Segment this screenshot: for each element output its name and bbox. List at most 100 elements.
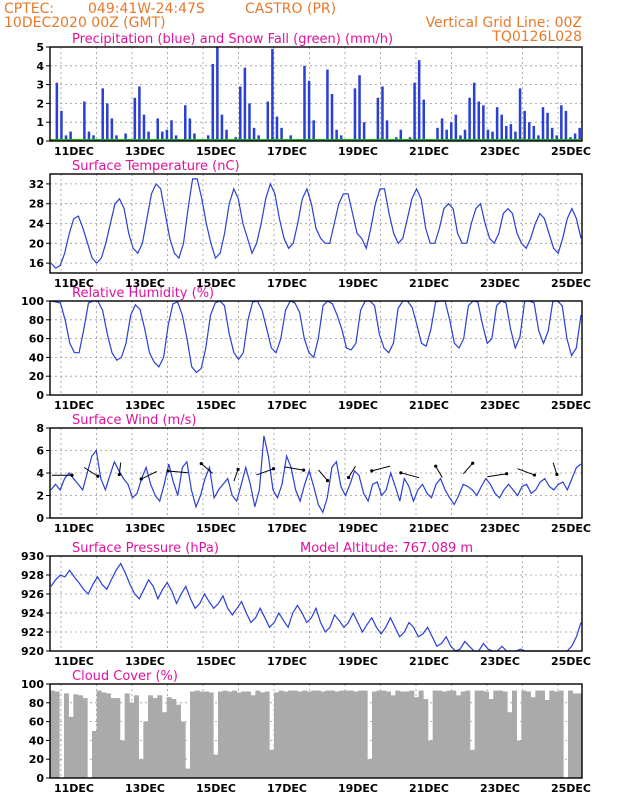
precip-bar bbox=[161, 131, 164, 141]
precip-bar bbox=[248, 103, 251, 141]
precip-bar bbox=[376, 97, 380, 141]
precip-bar bbox=[454, 114, 458, 141]
precip-bar bbox=[275, 116, 279, 141]
cloud-bar bbox=[414, 697, 419, 778]
x-tick-label: 25DEC bbox=[551, 782, 591, 795]
wind-arrow bbox=[141, 471, 157, 480]
cloud-bar bbox=[460, 691, 466, 778]
wind-arrow-head bbox=[346, 475, 351, 480]
wind-arrow-head bbox=[117, 472, 121, 477]
x-tick-label: 23DEC bbox=[480, 522, 520, 535]
wind-arrow-head bbox=[70, 473, 74, 477]
cloud-bar bbox=[199, 691, 205, 778]
precip-bar bbox=[523, 110, 526, 141]
precip-bar bbox=[211, 63, 215, 141]
wind-arrow bbox=[487, 473, 507, 478]
wind-arrow bbox=[318, 469, 328, 481]
cloud-bar bbox=[526, 691, 531, 778]
cloud-bar bbox=[120, 740, 125, 778]
precip-bar bbox=[312, 120, 315, 141]
wind-arrow bbox=[233, 469, 239, 482]
y-tick-label: 1 bbox=[36, 116, 44, 129]
cloud-bar bbox=[115, 698, 121, 778]
panel-frame bbox=[49, 555, 583, 652]
precip-bar bbox=[550, 127, 554, 141]
cloud-bar bbox=[264, 691, 270, 778]
cloud-bar bbox=[540, 690, 545, 778]
wind-arrow bbox=[168, 470, 188, 474]
panels: 0 1 2 3 4 5 11DEC 13DEC 15DEC 17DEC 19DEC 21DEC 23DE… bbox=[21, 32, 591, 795]
cloud-bar bbox=[400, 691, 405, 778]
y-tick-label: 926 bbox=[21, 588, 44, 601]
cloud-bar bbox=[358, 690, 363, 778]
cloud-bar bbox=[367, 759, 373, 778]
precip-bar bbox=[560, 105, 563, 141]
x-tick-label: 21DEC bbox=[409, 399, 449, 412]
cloud-bar bbox=[143, 721, 149, 778]
precip-bar bbox=[417, 60, 421, 141]
precip-bar bbox=[578, 127, 581, 141]
cloud-bar bbox=[437, 690, 443, 778]
precip-bar bbox=[477, 101, 481, 141]
cloud-bar bbox=[297, 691, 303, 778]
x-tick-label: 17DEC bbox=[267, 782, 307, 795]
cloud-bar bbox=[409, 690, 415, 778]
cloud-bar bbox=[64, 693, 69, 778]
precip-bar bbox=[472, 82, 476, 141]
cloud-bar bbox=[442, 691, 447, 778]
cloud-bar bbox=[493, 690, 499, 778]
wind-arrow-head bbox=[325, 478, 330, 483]
cloud-bar bbox=[418, 690, 424, 778]
y-tick-label: 4 bbox=[36, 60, 44, 73]
precip-bar bbox=[436, 127, 439, 141]
cloud-bar bbox=[185, 768, 191, 778]
cloud-bar bbox=[423, 699, 429, 778]
precip-bar bbox=[142, 114, 146, 141]
cloud-bar bbox=[381, 690, 387, 778]
precip-bar bbox=[280, 127, 283, 141]
cloud-bar bbox=[530, 697, 536, 778]
precip-bar bbox=[381, 86, 384, 141]
header-grid-note: Vertical Grid Line: 00Z bbox=[426, 15, 582, 31]
x-tick-label: 17DEC bbox=[267, 277, 307, 290]
wind-arrow bbox=[552, 462, 558, 475]
cloud-bar bbox=[241, 691, 247, 778]
x-tick-label: 19DEC bbox=[338, 145, 378, 158]
precip-bar bbox=[339, 135, 343, 141]
series-line bbox=[50, 300, 582, 374]
wind-arrow bbox=[435, 465, 443, 478]
panel-frame bbox=[49, 46, 583, 142]
precip-bar bbox=[445, 129, 448, 141]
cloud-bar bbox=[339, 690, 345, 778]
cloud-bar bbox=[498, 690, 503, 778]
precip-bar bbox=[541, 107, 545, 141]
wind-arrow bbox=[400, 472, 420, 479]
cloud-bar bbox=[502, 691, 508, 778]
precip-bar bbox=[509, 124, 513, 141]
wind-arrow bbox=[371, 465, 391, 472]
precip-bar bbox=[87, 131, 91, 141]
y-tick-label: 922 bbox=[21, 626, 44, 639]
precip-bar bbox=[257, 135, 260, 141]
precip-bar bbox=[115, 135, 118, 141]
wind-arrow bbox=[284, 466, 304, 471]
cloud-bar bbox=[101, 692, 107, 778]
precip-bar bbox=[532, 125, 536, 141]
cloud-bar bbox=[344, 690, 349, 778]
cloud-bar bbox=[372, 691, 377, 778]
x-tick-label: 21DEC bbox=[409, 522, 449, 535]
precip-bar bbox=[307, 80, 311, 141]
precip-bar bbox=[495, 107, 499, 141]
cloud-bar bbox=[278, 690, 284, 778]
y-tick-label: 0 bbox=[36, 389, 44, 402]
cloud-bar bbox=[395, 690, 401, 778]
cloud-bar bbox=[404, 691, 410, 778]
x-tick-label: 11DEC bbox=[54, 655, 94, 668]
panel-title: Cloud Cover (%) bbox=[72, 669, 178, 684]
cloud-bar bbox=[568, 690, 573, 778]
x-tick-label: 25DEC bbox=[551, 399, 591, 412]
cloud-bar bbox=[78, 695, 83, 778]
x-tick-label: 13DEC bbox=[125, 782, 165, 795]
x-tick-label: 11DEC bbox=[54, 399, 94, 412]
precip-bar bbox=[55, 82, 59, 141]
